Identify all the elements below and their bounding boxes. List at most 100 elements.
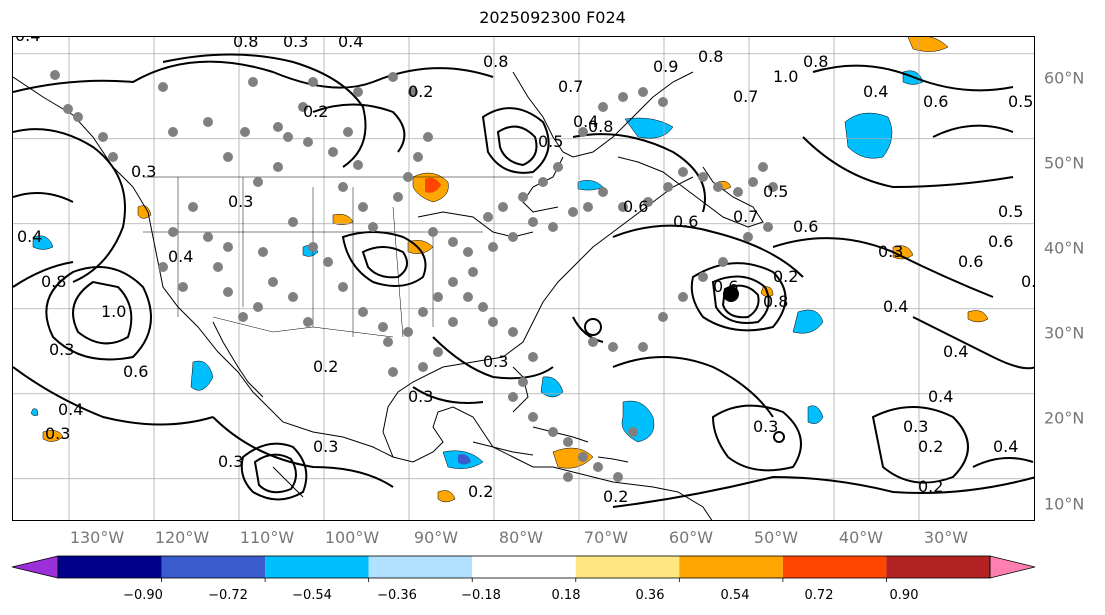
- negative-anomaly: [190, 360, 214, 391]
- station-dot: [343, 127, 353, 137]
- station-dot: [388, 367, 398, 377]
- colorbar-segment: [575, 556, 680, 578]
- station-dot: [283, 132, 293, 142]
- station-dot: [288, 292, 298, 302]
- station-dot: [288, 217, 298, 227]
- station-dot: [758, 162, 768, 172]
- colorbar-segment: [679, 556, 783, 578]
- positive-anomaly: [42, 430, 64, 442]
- contour-value-label: 0.5: [763, 182, 788, 201]
- contour-line: [690, 262, 787, 332]
- contour-line: [13, 128, 126, 283]
- station-dot: [528, 412, 538, 422]
- station-dot: [613, 472, 623, 482]
- station-dot: [63, 104, 73, 114]
- station-dot: [223, 152, 233, 162]
- contour-line: [240, 442, 308, 501]
- contour-value-label: 0.6: [793, 217, 818, 236]
- negative-anomaly: [621, 400, 655, 443]
- station-dot: [223, 242, 233, 252]
- station-dot: [563, 472, 573, 482]
- map-gridlines: [13, 37, 1034, 520]
- contour-line: [412, 386, 484, 404]
- contour-value-label: 0.2: [313, 357, 338, 376]
- positive-anomaly: [907, 37, 949, 52]
- station-dot: [73, 112, 83, 122]
- lon-label-70w: 70°W: [583, 528, 629, 547]
- station-dot: [423, 132, 433, 142]
- colorbar-tick: 0.72: [804, 588, 834, 603]
- station-dot: [768, 182, 778, 192]
- contour-value-label: 1.0: [773, 67, 798, 86]
- station-dot: [388, 72, 398, 82]
- station-dot: [638, 87, 648, 97]
- station-dot: [563, 437, 573, 447]
- station-dot: [538, 177, 548, 187]
- station-dot: [353, 160, 363, 170]
- colorbar-tick: 0.18: [551, 588, 581, 603]
- lon-label-90w: 90°W: [413, 528, 459, 547]
- contour-value-label: 0.3: [313, 437, 338, 456]
- contour-line: [932, 124, 1014, 138]
- contour-value-label: 0.4: [17, 227, 42, 246]
- map-title: 2025092300 F024: [479, 8, 626, 27]
- contour-line: [772, 237, 994, 298]
- contour-line: [72, 280, 133, 345]
- contour-value-label: 0.7: [733, 87, 758, 106]
- contour-line: [612, 224, 804, 278]
- station-dot: [508, 232, 518, 242]
- station-dot: [253, 177, 263, 187]
- station-dot: [273, 122, 283, 132]
- station-dot: [273, 162, 283, 172]
- station-dot: [240, 127, 250, 137]
- contour-line: [612, 475, 1034, 508]
- contour-value-label: 0.8: [233, 37, 258, 51]
- station-dot: [353, 87, 363, 97]
- station-dot: [328, 147, 338, 157]
- contour-center-high: [723, 286, 739, 302]
- contour-value-label: 1.0: [101, 302, 126, 321]
- station-dot: [658, 97, 668, 107]
- lon-label-60w: 60°W: [668, 528, 714, 547]
- contour-value-label: 0.2: [603, 487, 628, 506]
- station-dot: [383, 337, 393, 347]
- lon-label-120w: 120°W: [154, 528, 210, 547]
- station-dot: [378, 322, 388, 332]
- station-dot: [508, 327, 518, 337]
- station-dot: [743, 232, 753, 242]
- lat-label-40n: 40°N: [1044, 238, 1085, 258]
- contour-value-label: 0.2: [918, 477, 943, 496]
- coastline: [472, 441, 534, 456]
- contour-center: [584, 318, 602, 336]
- contour-lines: [13, 53, 1034, 508]
- negative-anomaly: [30, 408, 39, 416]
- station-dot: [158, 262, 168, 272]
- positive-anomaly: [137, 205, 152, 219]
- contour-line: [13, 60, 494, 93]
- colorbar-tick: −0.72: [208, 588, 248, 603]
- colorbar-extend-max: [989, 555, 1036, 579]
- contour-value-label: 0.3: [49, 340, 74, 359]
- contour-value-label: 0.2: [918, 437, 943, 456]
- station-dot: [618, 202, 628, 212]
- contour-line: [13, 192, 74, 203]
- contour-value-label: 0.4: [993, 437, 1018, 456]
- station-dot: [763, 222, 773, 232]
- station-dot: [628, 427, 638, 437]
- station-dot: [418, 307, 428, 317]
- negative-anomaly: [844, 112, 893, 159]
- contour-value-label: 0.3: [753, 417, 778, 436]
- strong-negative-anomaly: [458, 454, 471, 465]
- station-dot: [448, 317, 458, 327]
- contour-value-label: 0.8: [803, 52, 828, 71]
- contour-line: [496, 125, 538, 167]
- positive-anomaly: [437, 490, 456, 503]
- station-dot: [50, 70, 60, 80]
- station-dot: [268, 277, 278, 287]
- colorbar-frame: [57, 555, 991, 579]
- contour-value-label: 0.3: [1021, 272, 1035, 291]
- contour-value-label: 0.8: [763, 292, 788, 311]
- contour-value-label: 0.4: [58, 400, 83, 419]
- contour-value-label: 0.3: [283, 37, 308, 51]
- positive-anomaly: [332, 214, 354, 225]
